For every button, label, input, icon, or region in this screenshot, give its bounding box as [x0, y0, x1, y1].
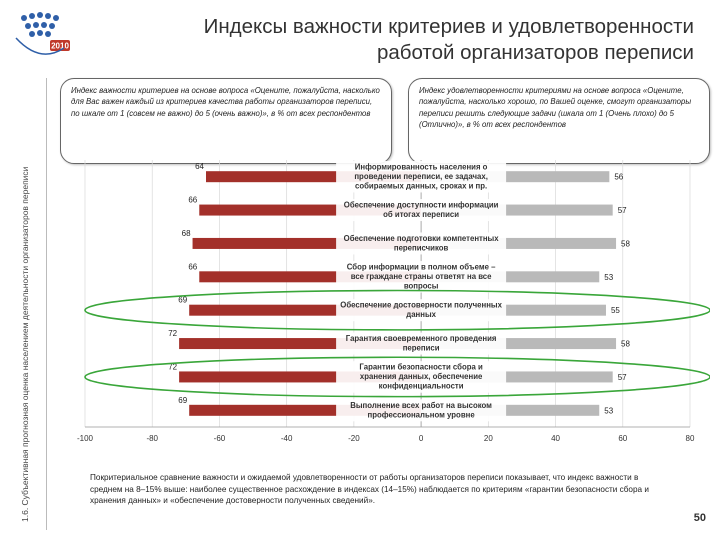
- importance-value-label: 72: [168, 362, 177, 371]
- highlight-ellipse: [84, 356, 710, 398]
- satisfaction-value-label: 56: [614, 173, 623, 182]
- category-label: Гарантия своевременного проведения: [346, 334, 497, 343]
- satisfaction-bar: [421, 304, 606, 316]
- category-label: об итогах переписи: [383, 210, 459, 219]
- x-tick-label: 60: [618, 434, 627, 443]
- category-label-box: [336, 399, 507, 422]
- category-label: Обеспечение достоверности полученных: [340, 301, 502, 310]
- category-label: Информированность населения о: [355, 162, 488, 171]
- category-label-box: [336, 232, 507, 255]
- sidebar-divider: [46, 78, 47, 530]
- category-label-box: [336, 299, 507, 322]
- importance-value-label: 69: [178, 296, 187, 305]
- category-label: профессиональном уровне: [368, 410, 476, 419]
- footnote: Покритериальное сравнение важности и ожи…: [90, 473, 649, 506]
- x-tick-label: 0: [419, 434, 424, 443]
- category-label: Гарантии безопасности сбора и: [359, 363, 483, 372]
- category-label-box: [336, 261, 507, 293]
- importance-bar: [189, 304, 422, 316]
- importance-value-label: 66: [188, 196, 197, 205]
- satisfaction-bar: [421, 204, 613, 216]
- importance-value-label: 68: [182, 229, 191, 238]
- importance-index-note: Индекс важности критериев на основе вопр…: [60, 78, 392, 164]
- category-label: переписчиков: [394, 243, 449, 252]
- category-label: Обеспечение подготовки компетентных: [344, 234, 500, 243]
- satisfaction-bar: [421, 271, 600, 283]
- satisfaction-bar: [421, 371, 613, 383]
- importance-bar: [189, 404, 422, 416]
- satisfaction-value-label: 53: [604, 273, 613, 282]
- category-label: Сбор информации в полном объеме –: [347, 263, 496, 272]
- satisfaction-value-label: 57: [618, 373, 627, 382]
- x-tick-label: 20: [484, 434, 493, 443]
- category-label: все граждане страны ответят на все: [351, 272, 492, 281]
- satisfaction-bar: [421, 338, 617, 350]
- x-tick-label: -20: [348, 434, 360, 443]
- importance-bar: [192, 237, 422, 249]
- side-section-label: 1.6. Субъективная прогнозная оценка насе…: [20, 166, 30, 522]
- importance-bar: [179, 371, 422, 383]
- x-tick-label: -100: [77, 434, 94, 443]
- category-label: Выполнение всех работ на высоком: [350, 401, 492, 410]
- category-label-box: [336, 361, 507, 393]
- satisfaction-bar: [421, 404, 600, 416]
- highlight-ellipse: [84, 289, 710, 331]
- census-logo: 2010: [15, 12, 70, 55]
- category-label: собираемых данных, сроках и пр.: [355, 181, 487, 190]
- satisfaction-value-label: 53: [604, 406, 613, 415]
- x-tick-label: -40: [281, 434, 293, 443]
- logo-year: 2010: [51, 42, 69, 51]
- importance-bar: [179, 338, 422, 350]
- importance-value-label: 69: [178, 396, 187, 405]
- category-label: конфиденциальности: [379, 382, 464, 391]
- satisfaction-value-label: 58: [621, 340, 630, 349]
- page-title: Индексы важности критериев и удовлетворе…: [203, 15, 694, 64]
- category-label: данных: [406, 310, 436, 319]
- category-label-box: [336, 160, 507, 193]
- satisfaction-index-note: Индекс удовлетворенности критериями на о…: [408, 78, 710, 164]
- satisfaction-value-label: 55: [611, 306, 620, 315]
- category-label: хранения данных, обеспечение: [360, 372, 483, 381]
- importance-value-label: 64: [195, 162, 204, 171]
- category-label: проведении переписи, ее задачах,: [354, 172, 488, 181]
- importance-bar: [206, 171, 422, 183]
- importance-bar: [199, 271, 422, 283]
- category-label: Обеспечение доступности информации: [344, 201, 499, 210]
- page-number: 50: [693, 512, 706, 524]
- diverging-bar-chart: -100 -80 -60 -40 -20 0 20 40 60 80 64 56 Информирова…: [77, 160, 710, 443]
- x-tick-label: -60: [214, 434, 226, 443]
- category-label: переписи: [403, 344, 440, 353]
- x-tick-label: 40: [551, 434, 560, 443]
- satisfaction-bar: [421, 237, 617, 249]
- importance-value-label: 66: [188, 262, 197, 271]
- x-tick-label: -80: [146, 434, 158, 443]
- satisfaction-bar: [421, 171, 610, 183]
- satisfaction-value-label: 58: [621, 239, 630, 248]
- category-label-box: [336, 199, 507, 222]
- satisfaction-value-label: 57: [618, 206, 627, 215]
- importance-value-label: 72: [168, 329, 177, 338]
- x-tick-label: 80: [686, 434, 695, 443]
- category-label: вопросы: [404, 282, 439, 291]
- category-label-box: [336, 332, 507, 355]
- importance-bar: [199, 204, 422, 216]
